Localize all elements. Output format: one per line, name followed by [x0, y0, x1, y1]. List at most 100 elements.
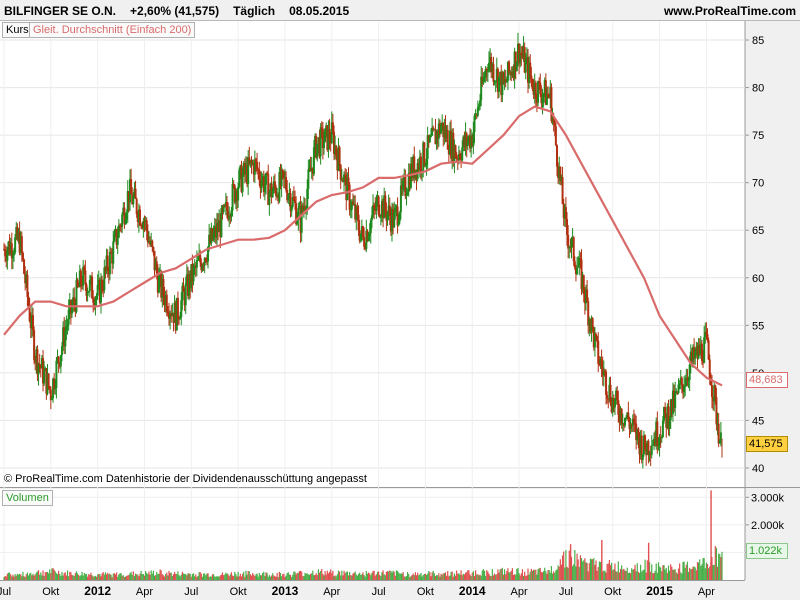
candle-body [649, 453, 652, 455]
candle-body [668, 420, 671, 429]
volume-bar [617, 561, 619, 580]
volume-bar [514, 574, 516, 580]
volume-bar [247, 570, 249, 580]
candle-body [125, 212, 128, 220]
volume-bar [483, 570, 486, 580]
volume-bar [252, 573, 254, 580]
candle-body [513, 51, 516, 79]
candle-body [302, 206, 305, 212]
candle-body [563, 207, 566, 219]
candle-body [382, 200, 385, 219]
candle-body [597, 340, 600, 364]
candle-body [607, 398, 610, 400]
candle-body [450, 130, 453, 159]
volume-bar [133, 576, 136, 580]
volume-bar [263, 571, 265, 580]
volume-bar [524, 571, 526, 580]
volume-bar [301, 571, 303, 580]
candle-body [574, 267, 577, 274]
volume-bar [409, 577, 411, 580]
candle-body [34, 360, 37, 363]
volume-bar [22, 571, 24, 580]
volume-bar [317, 569, 320, 580]
candle-body [354, 204, 357, 220]
candle-body [657, 445, 660, 447]
volume-bar [283, 573, 285, 580]
volume-bar [628, 572, 631, 580]
candle-body [117, 225, 120, 238]
candle-body [512, 71, 515, 79]
candle-body [602, 370, 605, 376]
volume-bar [80, 575, 82, 580]
candle-body [225, 202, 228, 211]
volume-bar [506, 571, 508, 580]
candle-body [523, 47, 526, 73]
volume-bar [218, 576, 220, 580]
volume-bar [447, 571, 449, 580]
volume-bar [534, 570, 536, 580]
volume-bar [606, 563, 608, 580]
candle-body [227, 210, 230, 220]
volume-bar [389, 570, 391, 580]
volume-bar [399, 573, 401, 580]
volume-bar [335, 576, 337, 580]
site-url[interactable]: www.ProRealTime.com [663, 4, 796, 18]
volume-bar [134, 573, 137, 580]
volume-bar [371, 572, 373, 580]
volume-bar [168, 570, 170, 580]
candle-body [14, 237, 17, 253]
volume-bar [406, 572, 409, 580]
candle-body [316, 143, 319, 158]
candle-body [369, 220, 372, 233]
volume-bar [408, 573, 410, 580]
candle-body [370, 215, 373, 221]
volume-bar [191, 574, 194, 580]
candle-body [373, 205, 376, 208]
volume-bar [175, 573, 177, 580]
candle-body [376, 196, 379, 202]
candle-body [658, 437, 661, 446]
volume-bar [137, 574, 139, 580]
volume-bar [173, 571, 176, 580]
volume-bar [132, 571, 134, 580]
volume-bar [93, 576, 95, 580]
volume-bar [567, 567, 569, 580]
volume-bar [385, 571, 388, 580]
volume-bar [495, 574, 497, 580]
candle-body [611, 398, 614, 413]
candle-body [470, 135, 473, 149]
candle-body [456, 157, 459, 160]
candle-body [318, 137, 321, 157]
candle-body [524, 59, 527, 73]
volume-bar [102, 572, 104, 580]
candle-body [359, 233, 362, 241]
volume-bar [303, 576, 305, 580]
x-tick-label-9: Okt [417, 586, 434, 598]
candle-body [655, 421, 658, 446]
volume-bar [265, 572, 267, 580]
candle-body [180, 300, 183, 318]
candle-body [283, 177, 286, 179]
volume-label[interactable]: Volumen [2, 490, 53, 506]
candle-body [193, 265, 196, 267]
candle-body [678, 383, 681, 385]
volume-bar [536, 574, 538, 580]
volume-bar [502, 574, 505, 580]
candle-body [242, 163, 245, 175]
volume-bar [500, 568, 502, 580]
volume-bar [36, 571, 39, 580]
volume-bar [642, 570, 644, 580]
volume-bar [452, 576, 454, 580]
volume-bar [522, 575, 525, 580]
ma-label[interactable]: Gleit. Durchschnitt (Einfach 200) [29, 22, 196, 38]
volume-bar [556, 569, 558, 580]
volume-bar [545, 571, 547, 580]
candle-body [272, 181, 275, 191]
kurs-label[interactable]: Kurs [2, 22, 33, 38]
candle-body [596, 336, 599, 341]
candle-body [618, 414, 621, 422]
candle-body [121, 214, 124, 227]
volume-bar [56, 574, 59, 580]
volume-bar [538, 568, 540, 580]
volume-bar [349, 571, 351, 580]
